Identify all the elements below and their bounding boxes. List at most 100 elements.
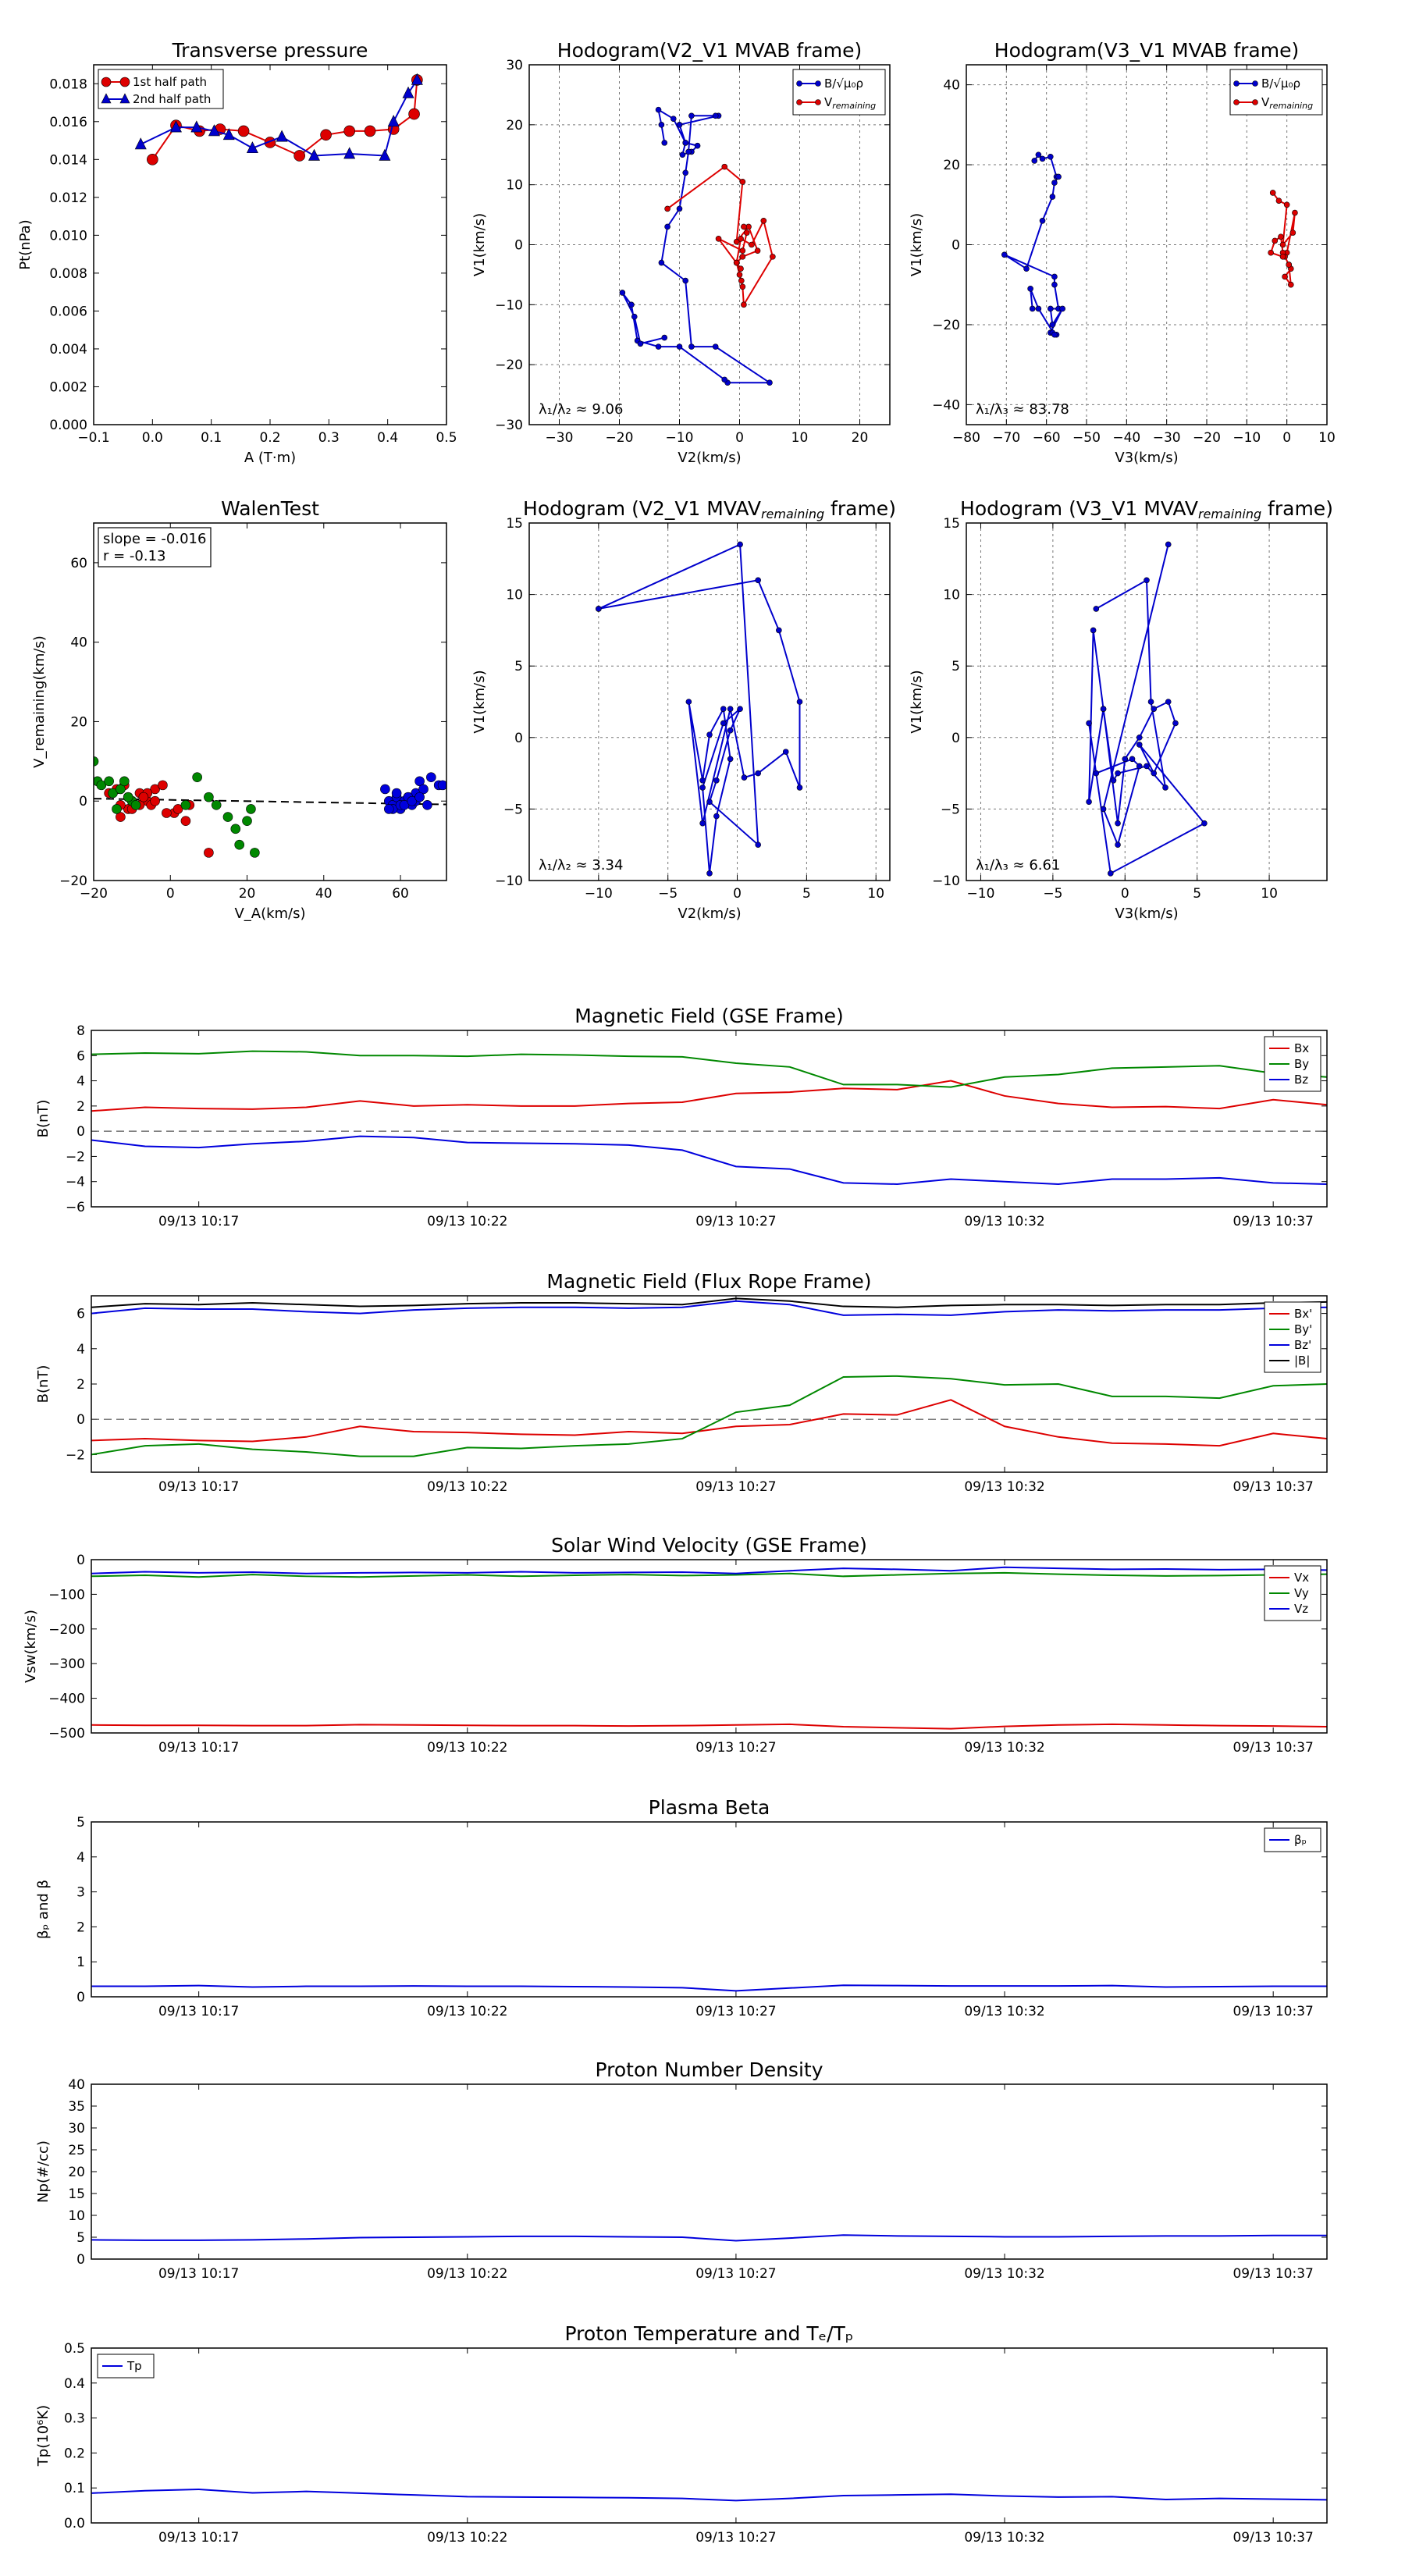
plot-frame	[91, 2083, 1328, 2260]
data-point	[116, 812, 126, 822]
legend-label: 1st half path	[133, 75, 207, 89]
data-point	[119, 76, 130, 87]
data-point	[631, 313, 638, 320]
y-tick-label: 4	[76, 1342, 85, 1357]
data-point	[134, 137, 147, 150]
data-point	[658, 122, 665, 128]
data-point	[796, 785, 803, 791]
data-point	[619, 290, 626, 296]
x-tick-label: 09/13 10:32	[964, 1479, 1044, 1495]
plot-frame	[966, 522, 1328, 881]
data-point	[815, 80, 821, 87]
series-line	[91, 1375, 1327, 1457]
frame-h2	[966, 64, 1328, 425]
data-point	[755, 841, 761, 848]
data-point	[1051, 273, 1058, 280]
data-point	[682, 140, 689, 146]
x-tick-label: 20	[239, 886, 256, 902]
plot-area	[94, 756, 446, 858]
x-tick-label: 09/13 10:37	[1232, 1479, 1313, 1495]
x-tick-label: 20	[852, 430, 869, 446]
x-tick-label: 10	[1261, 886, 1278, 902]
data-point	[158, 780, 168, 791]
plot-area	[1086, 541, 1208, 877]
data-point	[1282, 273, 1288, 280]
data-point	[727, 756, 734, 763]
data-point	[116, 784, 126, 795]
data-point	[1233, 99, 1240, 105]
legend-label: By'	[1294, 1322, 1312, 1336]
data-point	[661, 334, 668, 341]
data-point	[237, 125, 250, 137]
x-tick-label: 09/13 10:17	[158, 2530, 239, 2546]
x-tick-label: 09/13 10:37	[1232, 2530, 1313, 2546]
data-point	[664, 205, 670, 212]
eigenvalue-ratio: λ₁/λ₃ ≈ 6.61	[976, 857, 1060, 873]
x-tick-label: 09/13 10:17	[158, 2004, 239, 2019]
y-tick-label: 10	[943, 588, 960, 603]
data-point	[727, 727, 734, 734]
x-tick-label: −5	[658, 886, 678, 902]
data-point	[1039, 217, 1046, 224]
data-point	[767, 379, 773, 386]
data-point	[208, 124, 220, 137]
y-axis-label: V1(km/s)	[471, 670, 488, 733]
data-point	[112, 804, 122, 814]
data-point	[426, 772, 436, 782]
data-point	[169, 120, 182, 133]
y-tick-label: 2	[76, 1920, 85, 1935]
plot-frame	[966, 64, 1328, 425]
plot-area	[91, 2234, 1327, 2242]
data-point	[1279, 254, 1286, 260]
data-point	[246, 804, 256, 814]
data-point	[1051, 180, 1058, 186]
x-axis-label: V3(km/s)	[1115, 450, 1178, 466]
data-point	[162, 808, 172, 818]
x-tick-label: 5	[802, 886, 811, 902]
y-tick-label: 0.002	[49, 379, 87, 395]
y-tick-label: 0	[76, 1412, 85, 1428]
x-tick-label: 09/13 10:32	[964, 2266, 1044, 2282]
y-tick-label: 35	[68, 2099, 85, 2115]
chart-beta: 09/13 10:17 09/13 10:22 09/13 10:27 09/13 1…	[35, 1796, 1327, 2019]
chart-walen: −20 0 20 40 60 −20 0 20 40 60 WalenTest V_A(km/s) V_…	[31, 497, 446, 922]
y-tick-label: 2	[76, 1377, 85, 1393]
data-point	[706, 870, 713, 877]
y-tick-label: 0.2	[64, 2446, 85, 2461]
data-point	[1029, 305, 1036, 312]
legend-label: Tp	[126, 2359, 142, 2373]
data-point	[437, 780, 446, 791]
data-point	[685, 148, 692, 155]
y-tick-label: 5	[76, 2230, 85, 2246]
x-tick-label: 09/13 10:37	[1232, 2004, 1313, 2019]
series-line	[667, 165, 774, 308]
data-point	[1252, 99, 1258, 105]
data-point	[743, 229, 750, 236]
data-point	[1151, 770, 1158, 777]
data-point	[1051, 281, 1058, 288]
data-point	[101, 93, 112, 104]
data-point	[1086, 720, 1092, 727]
x-tick-label: 09/13 10:22	[427, 2004, 507, 2019]
data-point	[180, 800, 191, 810]
data-point	[760, 217, 767, 224]
data-point	[1048, 154, 1054, 160]
data-point	[658, 259, 665, 266]
data-point	[138, 792, 149, 802]
legend-label: |B|	[1294, 1354, 1310, 1368]
series-line	[1088, 544, 1206, 875]
data-point	[596, 606, 602, 612]
data-point	[1100, 806, 1107, 813]
data-point	[676, 122, 683, 128]
series-line	[621, 108, 773, 384]
legend-label: Vy	[1294, 1586, 1309, 1600]
eigenvalue-ratio: λ₁/λ₃ ≈ 83.78	[976, 401, 1069, 418]
series-line	[91, 1399, 1327, 1447]
y-tick-label: 10	[506, 178, 523, 194]
data-point	[1172, 720, 1179, 727]
data-point	[1162, 785, 1168, 791]
legend-label: βₚ	[1294, 1833, 1307, 1847]
y-tick-label: 0	[951, 238, 960, 254]
x-axis-label: V_A(km/s)	[234, 906, 305, 922]
